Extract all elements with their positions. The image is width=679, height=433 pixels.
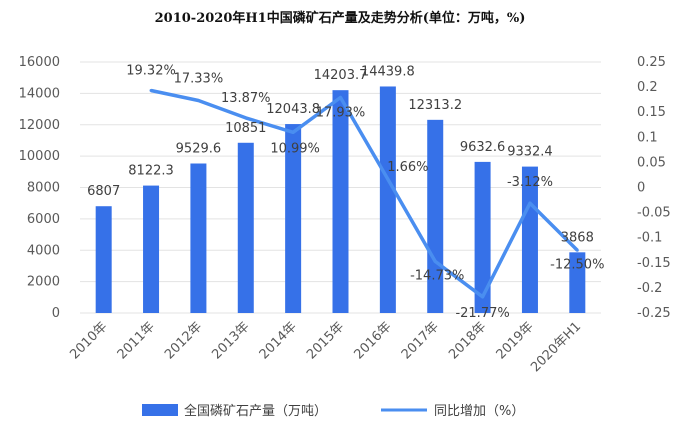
line-data-label: -14.73% bbox=[410, 268, 464, 283]
y-left-tick-label: 4000 bbox=[27, 243, 60, 258]
y-right-tick-label: -0.2 bbox=[637, 281, 662, 296]
legend: 全国磷矿石产量（万吨） 同比增加（%） bbox=[142, 403, 524, 419]
bar bbox=[379, 86, 396, 313]
y-right-tick-label: -0.05 bbox=[637, 206, 671, 221]
bar bbox=[569, 252, 586, 313]
bar bbox=[95, 206, 112, 313]
x-tick-label: 2018年 bbox=[446, 319, 489, 362]
y-right-tick-label: 0.15 bbox=[637, 105, 666, 120]
line-data-label: 17.93% bbox=[316, 105, 366, 120]
line-data-label: -21.77% bbox=[455, 306, 509, 321]
bar bbox=[521, 166, 538, 313]
line-path bbox=[150, 88, 579, 299]
line-data-label: 17.33% bbox=[174, 72, 224, 87]
line-data-label: 1.66% bbox=[387, 160, 428, 175]
y-right-tick-label: -0.1 bbox=[637, 231, 662, 246]
x-tick-label: 2015年 bbox=[304, 319, 347, 362]
y-left-tick-label: 16000 bbox=[19, 55, 60, 70]
bar-data-label: 14439.8 bbox=[361, 64, 415, 79]
bar-data-label: 10851 bbox=[225, 121, 266, 136]
line-data-labels: 19.32%17.33% 13.87% 10.99% 17.93% 1.66% -14.7… bbox=[126, 64, 604, 321]
bar bbox=[190, 163, 207, 313]
bar-data-label: 3868 bbox=[561, 230, 594, 245]
y-axis-right: -0.25 -0.2 -0.15 -0.1 -0.05 0 0.05 0.1 0.15 0.2 0.… bbox=[637, 55, 671, 321]
legend-line-label: 同比增加（%） bbox=[434, 404, 524, 419]
bar-data-label: 12043.8 bbox=[266, 102, 320, 117]
y-left-tick-label: 12000 bbox=[19, 118, 60, 133]
y-left-tick-label: 6000 bbox=[27, 212, 60, 227]
y-left-tick-label: 2000 bbox=[27, 275, 60, 290]
y-left-tick-label: 10000 bbox=[19, 149, 60, 164]
line-point bbox=[149, 89, 153, 93]
y-right-tick-label: -0.25 bbox=[637, 306, 671, 321]
line-data-label: 19.32% bbox=[126, 64, 176, 79]
x-tick-label: 2016年 bbox=[351, 319, 394, 362]
x-tick-label: 2020年H1 bbox=[528, 319, 584, 375]
x-tick-label: 2011年 bbox=[115, 319, 158, 362]
x-tick-label: 2017年 bbox=[399, 319, 442, 362]
x-axis: 2010年 2011年 2012年 2013年 2014年 2015年 2016年 2017年… bbox=[67, 319, 584, 375]
y-axis-left: 0 2000 4000 6000 8000 10000 12000 14000 16000 bbox=[19, 55, 60, 321]
bar-data-label: 14203.7 bbox=[314, 68, 368, 83]
y-right-tick-label: 0.2 bbox=[637, 80, 658, 95]
x-tick-label: 2010年 bbox=[67, 319, 110, 362]
bar bbox=[427, 119, 444, 314]
x-tick-label: 2014年 bbox=[257, 319, 300, 362]
line-point bbox=[244, 116, 248, 120]
chart-title: 2010-2020年H1中国磷矿石产量及走势分析(单位：万吨，%) bbox=[155, 10, 526, 26]
bar bbox=[285, 124, 302, 313]
bar bbox=[143, 185, 160, 313]
bar-series bbox=[95, 86, 586, 314]
line-data-label: -3.12% bbox=[507, 175, 553, 190]
line-point bbox=[481, 295, 485, 299]
line-point bbox=[339, 95, 342, 99]
y-left-tick-label: 8000 bbox=[27, 181, 60, 196]
bar-data-label: 9632.6 bbox=[460, 140, 506, 155]
line-point bbox=[528, 201, 532, 205]
bar-data-label: 9332.4 bbox=[507, 145, 553, 160]
line-data-label: -12.50% bbox=[550, 257, 604, 272]
bar bbox=[237, 142, 254, 313]
y-right-tick-label: 0.05 bbox=[637, 155, 666, 170]
line-point bbox=[386, 177, 390, 181]
bar-data-label: 9529.6 bbox=[176, 142, 222, 157]
bar bbox=[474, 161, 491, 313]
line-data-label: 13.87% bbox=[221, 91, 271, 106]
bar-data-label: 8122.3 bbox=[128, 164, 174, 179]
legend-bar-swatch bbox=[142, 404, 178, 416]
y-right-tick-label: 0.25 bbox=[637, 55, 666, 70]
legend-bar-label: 全国磷矿石产量（万吨） bbox=[184, 403, 327, 419]
x-tick-label: 2013年 bbox=[209, 319, 252, 362]
line-point bbox=[433, 259, 437, 263]
y-left-tick-label: 0 bbox=[52, 306, 60, 321]
x-tick-label: 2012年 bbox=[162, 319, 205, 362]
y-left-tick-label: 14000 bbox=[19, 86, 60, 101]
y-right-tick-label: 0 bbox=[637, 181, 645, 196]
bar bbox=[332, 90, 349, 313]
x-tick-label: 2019年 bbox=[494, 319, 537, 362]
bar-data-label: 12313.2 bbox=[408, 98, 462, 113]
line-series bbox=[149, 88, 579, 299]
line-data-label: 10.99% bbox=[270, 141, 320, 156]
y-right-tick-label: -0.15 bbox=[637, 256, 671, 271]
line-point bbox=[196, 99, 200, 103]
y-right-tick-label: 0.1 bbox=[637, 130, 658, 145]
line-point bbox=[575, 248, 579, 252]
bar-data-label: 6807 bbox=[87, 184, 120, 199]
line-point bbox=[291, 130, 295, 134]
